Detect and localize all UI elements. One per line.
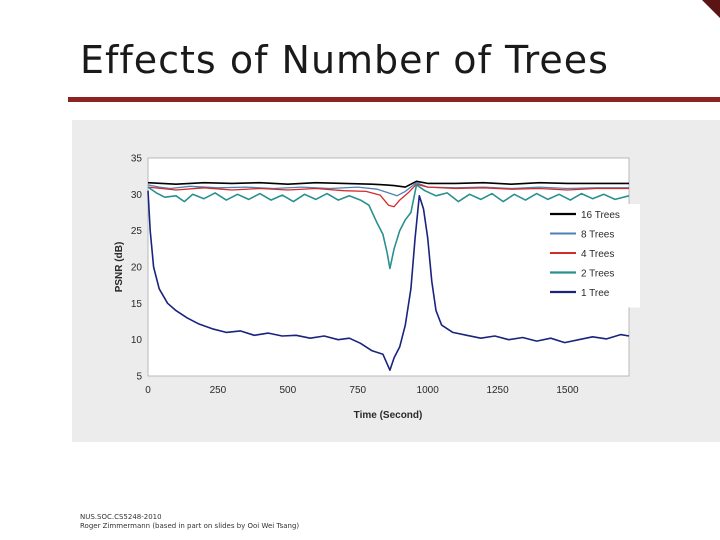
y-axis-label: PSNR (dB) xyxy=(114,242,125,293)
legend-label: 2 Trees xyxy=(581,269,614,280)
series-line-2-trees xyxy=(147,184,630,270)
y-tick-label: 25 xyxy=(131,226,143,237)
x-axis-label: Time (Second) xyxy=(354,410,423,421)
x-tick-label: 750 xyxy=(349,385,366,396)
y-tick-label: 20 xyxy=(131,263,143,274)
footer-credit: Roger Zimmermann (based in part on slide… xyxy=(80,522,300,530)
y-tick-label: 15 xyxy=(131,299,143,310)
psnr-chart: 0 250 500 750 1000 1250 1500 5 10 15 20 25 30 35 Tim… xyxy=(114,154,640,421)
y-tick-label: 30 xyxy=(131,190,143,201)
legend-label: 1 Tree xyxy=(581,288,610,299)
y-tick-label: 35 xyxy=(131,154,143,165)
series-line-8-trees xyxy=(147,182,629,197)
y-tick-label: 10 xyxy=(131,335,143,346)
legend-box xyxy=(544,204,640,308)
series-line-4-trees xyxy=(147,183,629,208)
x-tick-label: 500 xyxy=(279,385,296,396)
x-tick-label: 0 xyxy=(145,385,151,396)
chart-panel: 0 250 500 750 1000 1250 1500 5 10 15 20 25 30 35 Tim… xyxy=(72,120,720,442)
x-tick-label: 1250 xyxy=(486,385,509,396)
footer: NUS.SOC.CS5248-2010 Roger Zimmermann (ba… xyxy=(80,513,299,531)
x-tick-label: 250 xyxy=(210,385,227,396)
x-tick-label: 1500 xyxy=(556,385,579,396)
corner-decoration xyxy=(702,0,720,18)
series-line-1-tree xyxy=(147,190,630,371)
title-underline xyxy=(68,97,720,102)
x-tick-label: 1000 xyxy=(417,385,440,396)
series-line-16-trees xyxy=(147,180,629,188)
legend-label: 4 Trees xyxy=(581,249,614,260)
legend-label: 16 Trees xyxy=(581,210,620,221)
y-tick-label: 5 xyxy=(136,372,142,383)
slide-title: Effects of Number of Trees xyxy=(80,38,609,82)
legend: 16 Trees 8 Trees 4 Trees 2 Trees 1 Tree xyxy=(544,204,640,308)
footer-course: NUS.SOC.CS5248-2010 xyxy=(80,513,162,521)
legend-label: 8 Trees xyxy=(581,230,614,241)
